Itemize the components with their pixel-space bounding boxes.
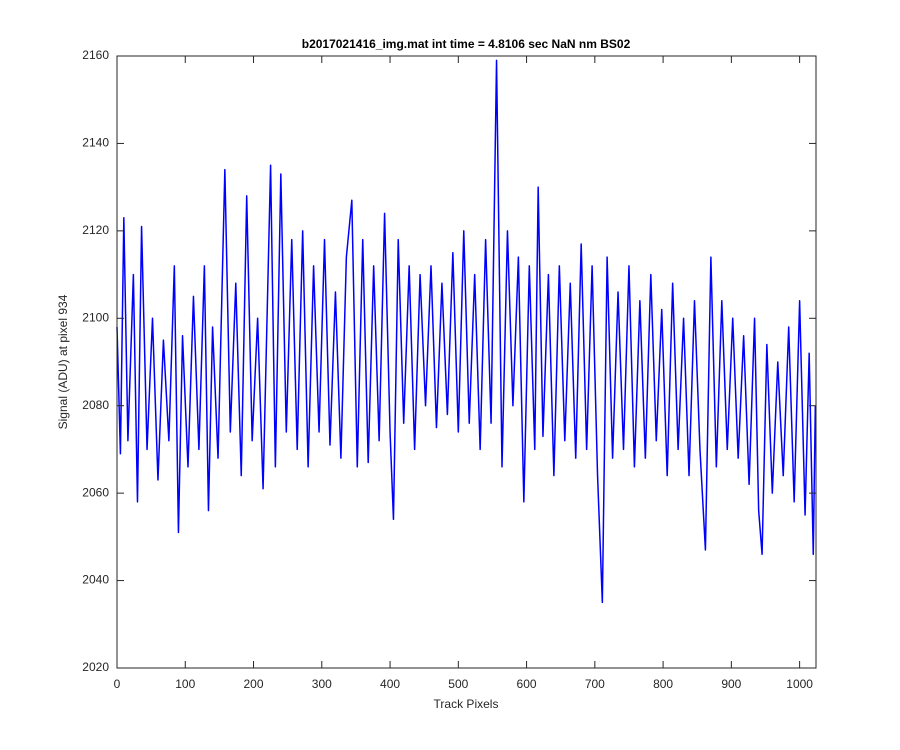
x-tick-label: 700 [585,677,605,691]
x-tick-label: 800 [653,677,673,691]
y-tick-label: 2060 [82,485,109,499]
x-tick-label: 900 [721,677,741,691]
x-tick-label: 300 [312,677,332,691]
x-tick-label: 0 [114,677,121,691]
x-tick-label: 1000 [786,677,813,691]
data-line [116,59,817,604]
x-tick-label: 200 [244,677,264,691]
chart-title: b2017021416_img.mat int time = 4.8106 se… [302,37,631,51]
x-tick-label: 400 [380,677,400,691]
x-tick-label: 100 [175,677,195,691]
y-tick-label: 2020 [82,660,109,674]
y-tick-label: 2160 [82,48,109,62]
y-tick-label: 2100 [82,310,109,324]
x-axis-label: Track Pixels [434,697,499,711]
plot-frame [116,55,817,669]
y-tick-label: 2120 [82,223,109,237]
y-tick-label: 2080 [82,398,109,412]
y-tick-label: 2040 [82,573,109,587]
x-tick-label: 600 [517,677,537,691]
y-tick-label: 2140 [82,136,109,150]
y-axis-label: Signal (ADU) at pixel 934 [56,294,70,429]
x-tick-label: 500 [448,677,468,691]
